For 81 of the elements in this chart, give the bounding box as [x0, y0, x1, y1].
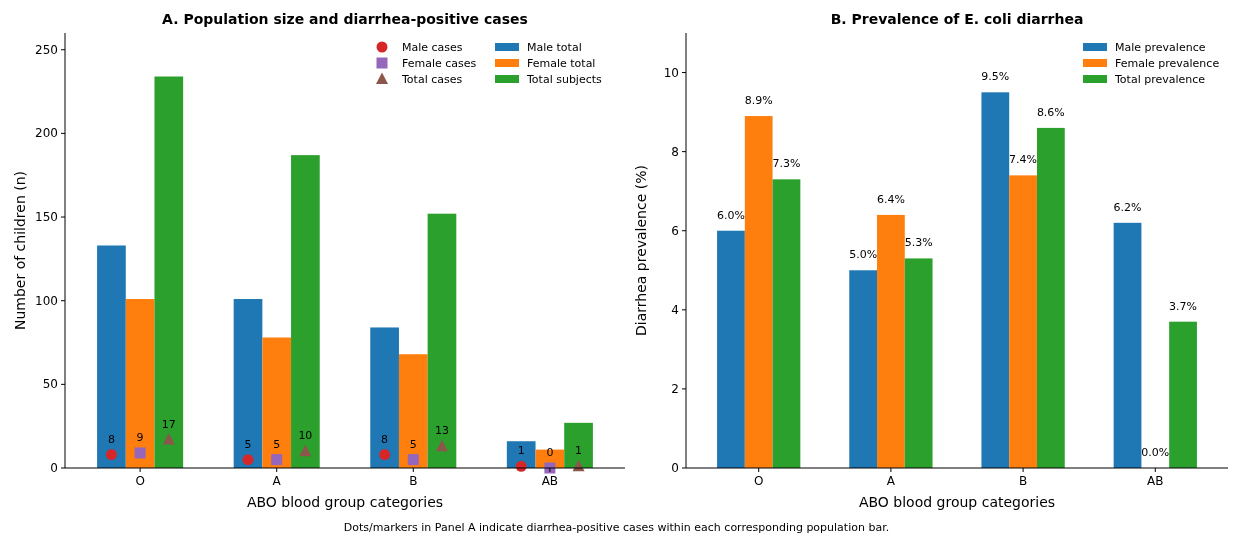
legend-label: Total cases: [401, 73, 463, 86]
y-tick-label: 150: [35, 210, 58, 225]
bar: [564, 422, 593, 468]
x-tick-label: O: [753, 474, 764, 488]
bar: [427, 213, 457, 468]
y-tick-label: 10: [663, 65, 679, 80]
bar: [717, 230, 745, 468]
data-label: 5: [273, 437, 281, 451]
legend-label: Female prevalence: [1115, 57, 1220, 70]
bar: [125, 299, 155, 468]
x-axis-title: ABO blood group categories: [246, 494, 444, 510]
y-tick-label: 0: [671, 461, 679, 475]
chart-title: B. Prevalence of E. coli diarrhea: [830, 11, 1084, 27]
bar: [370, 327, 399, 468]
bar: [744, 116, 773, 468]
data-label: 8.9%: [744, 94, 773, 108]
data-label: 8: [381, 432, 389, 446]
y-tick-label: 100: [35, 293, 58, 308]
x-tick-label: B: [1018, 474, 1028, 488]
y-tick-label: 6: [671, 223, 679, 238]
bar: [1036, 127, 1065, 468]
data-label: 6.0%: [716, 208, 745, 222]
x-tick-label: A: [272, 474, 282, 488]
bar: [398, 354, 428, 468]
chart-title: A. Population size and diarrhea-positive cases: [162, 11, 528, 27]
legend-label: Male prevalence: [1115, 41, 1206, 54]
y-tick-label: 8: [671, 144, 679, 159]
data-label: 5.3%: [904, 236, 933, 250]
data-label: 9: [136, 430, 144, 444]
bar: [772, 179, 801, 468]
data-label: 17: [161, 417, 176, 431]
x-tick-label: B: [409, 474, 418, 488]
y-tick-label: 50: [42, 377, 58, 392]
data-label: 0.0%: [1141, 446, 1170, 459]
data-label: 3.7%: [1169, 299, 1198, 313]
bar: [877, 214, 905, 468]
data-label: 6.2%: [1113, 200, 1142, 214]
data-label: 10: [298, 429, 313, 443]
bar: [291, 155, 320, 468]
y-tick-label: 200: [35, 126, 58, 141]
data-label: 6.4%: [876, 192, 905, 206]
legend-label: Female cases: [402, 57, 477, 70]
legend-label: Male cases: [402, 41, 463, 54]
data-label: 7.4%: [1009, 153, 1038, 167]
bar: [97, 245, 126, 468]
y-tick-label: 0: [50, 461, 58, 475]
data-label: 7.3%: [772, 157, 801, 171]
bar: [1009, 175, 1037, 468]
data-label: 5: [244, 437, 252, 451]
bar: [154, 76, 184, 468]
x-tick-label: A: [886, 474, 896, 488]
bar: [904, 258, 933, 468]
data-label: 13: [434, 424, 449, 438]
data-label: 8.6%: [1036, 105, 1065, 119]
legend-label: Female total: [527, 57, 596, 70]
data-label: 1: [517, 444, 525, 458]
data-label: 1: [575, 444, 583, 458]
bar: [981, 92, 1010, 468]
y-tick-label: 4: [671, 302, 679, 317]
bar: [233, 299, 263, 468]
bar: [262, 337, 292, 468]
data-label: 5: [409, 437, 417, 451]
x-tick-label: O: [135, 474, 145, 488]
legend-label: Total subjects: [526, 73, 603, 86]
data-label: 9.5%: [981, 70, 1010, 84]
x-tick-label: AB: [541, 474, 559, 488]
data-label: 5.0%: [849, 248, 878, 262]
data-label: 0: [546, 446, 554, 459]
bar: [1113, 222, 1142, 468]
bar: [1169, 321, 1197, 468]
bar: [849, 270, 878, 468]
y-axis-title: Diarrhea prevalence (%): [633, 165, 649, 336]
data-label: 8: [107, 432, 115, 446]
text: Dots/markers in Panel A indicate diarrhea-positive cases within each corresponding population bar.: [343, 521, 890, 534]
legend-label: Total prevalence: [1114, 73, 1206, 86]
y-tick-label: 2: [671, 381, 679, 396]
x-axis-title: ABO blood group categories: [858, 494, 1056, 510]
legend-label: Male total: [527, 41, 582, 54]
y-tick-label: 250: [35, 42, 58, 57]
y-axis-title: Number of children (n): [12, 170, 28, 331]
x-tick-label: AB: [1147, 474, 1164, 488]
